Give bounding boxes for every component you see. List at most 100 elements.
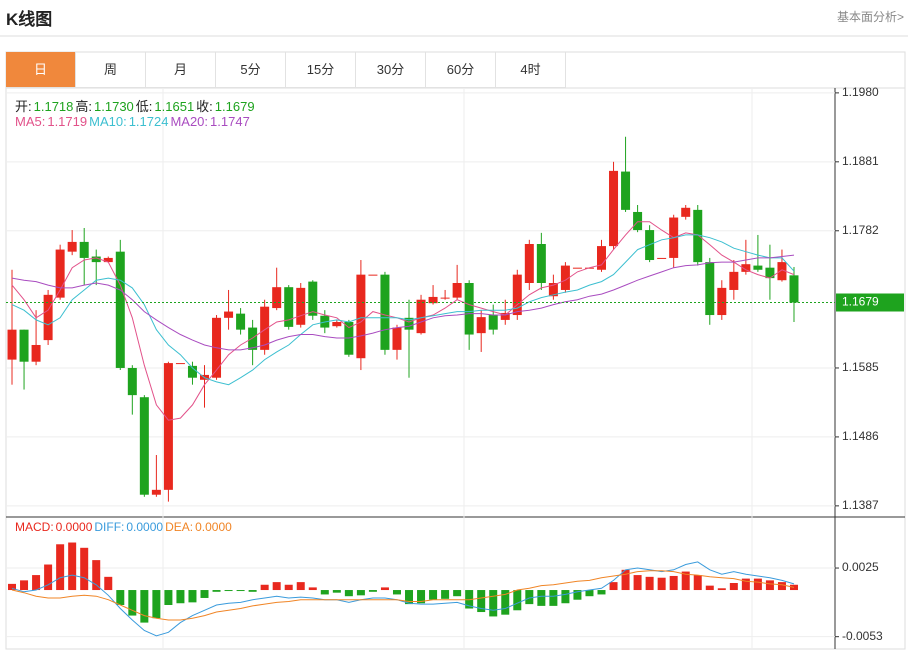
candle-body: [55, 249, 65, 298]
page-title: K线图: [6, 10, 53, 29]
legend-name: MA20:: [170, 114, 209, 129]
macd-bar: [272, 582, 281, 591]
panel-border: [5, 51, 906, 650]
candle-body: [163, 363, 173, 490]
macd-bar: [621, 569, 630, 591]
macd-bar: [356, 590, 365, 596]
macd-bar: [284, 584, 293, 591]
legend-value: 0.0000: [126, 520, 164, 534]
candle-body: [103, 257, 113, 263]
macd-bar: [140, 590, 149, 623]
ohlc-info: 开: 1.1718 高: 1.1730 低: 1.1651 收: 1.1679: [15, 96, 257, 115]
macd-bar: [92, 560, 101, 591]
macd-bar: [224, 590, 233, 592]
macd-bar: [176, 590, 185, 604]
macd-bar: [741, 578, 750, 591]
fundamental-link[interactable]: 基本面分析>: [836, 10, 904, 24]
candle-body: [705, 262, 715, 316]
tab[interactable]: 30分: [356, 52, 426, 88]
candle-body: [115, 251, 125, 368]
macd-bar: [308, 587, 317, 591]
macd-bar: [765, 580, 774, 591]
info-value: 1.1718: [33, 99, 74, 114]
ma-line: [11, 234, 795, 386]
candle-body: [416, 299, 426, 334]
macd-bar: [8, 583, 17, 591]
candle-body: [560, 265, 570, 290]
candle-body: [260, 306, 270, 350]
macd-bar: [116, 590, 125, 605]
candle-body: [548, 283, 558, 297]
candle-body: [476, 317, 486, 334]
candle-body: [500, 312, 510, 320]
macd-bar: [717, 588, 726, 591]
info-value: 1.1651: [154, 99, 195, 114]
candle-body: [717, 287, 727, 316]
legend-value: 0.0000: [55, 520, 93, 534]
macd-line: [11, 570, 795, 621]
y-tick-label: 1.1486: [842, 429, 879, 443]
candle-body: [404, 317, 414, 330]
y-tick-label: -0.0053: [842, 629, 883, 643]
candle-body: [356, 274, 366, 359]
legend-value: 1.1747: [210, 114, 250, 129]
macd-bar: [20, 580, 29, 591]
y-tick-label: 1.1585: [842, 360, 879, 374]
candle-body: [765, 267, 775, 279]
tab[interactable]: 日: [6, 52, 76, 88]
info-value: 1.1679: [214, 99, 255, 114]
ma-legend: MA5: 1.1719 MA10: 1.1724 MA20: 1.1747: [15, 114, 252, 129]
candle-body: [175, 363, 185, 365]
info-value: 1.1730: [94, 99, 134, 114]
candle-body: [681, 207, 691, 217]
candle-body: [7, 329, 17, 360]
info-label: 低:: [135, 99, 153, 114]
macd-bar: [248, 590, 257, 592]
tab[interactable]: 5分: [216, 52, 286, 88]
macd-bar: [236, 590, 245, 592]
macd-bar: [573, 590, 582, 600]
macd-bar: [657, 577, 666, 591]
legend-value: 1.1719: [47, 114, 88, 129]
legend-value: 0.0000: [195, 520, 232, 534]
macd-bar: [549, 590, 558, 606]
macd-bar: [705, 585, 714, 591]
candle-body: [368, 274, 378, 276]
macd-bar: [477, 590, 486, 613]
macd-bar: [68, 542, 77, 591]
macd-bar: [585, 590, 594, 597]
candle-body: [332, 322, 342, 327]
candle-body: [236, 313, 246, 330]
macd-bar: [645, 576, 654, 591]
tab[interactable]: 4时: [496, 52, 566, 88]
y-tick-label: 1.1782: [842, 223, 879, 237]
macd-bar: [597, 590, 606, 595]
macd-bar: [188, 590, 197, 603]
legend-value: 1.1724: [128, 114, 169, 129]
y-tick-label: 0.0025: [842, 560, 879, 574]
macd-bar: [609, 582, 618, 591]
candle-body: [657, 257, 667, 259]
tab[interactable]: 周: [76, 52, 146, 88]
candle-body: [392, 327, 402, 350]
macd-bar: [80, 547, 89, 591]
last-price-label: 1.1679: [842, 295, 879, 309]
legend-name: MA5:: [15, 114, 46, 129]
tab[interactable]: 15分: [286, 52, 356, 88]
macd-bar: [44, 564, 53, 591]
candle-body: [488, 315, 498, 330]
candle-body: [19, 329, 29, 362]
tab[interactable]: 60分: [426, 52, 496, 88]
macd-bar: [260, 584, 269, 591]
ma-line: [11, 221, 795, 421]
candle-body: [789, 275, 799, 303]
tab[interactable]: 月: [146, 52, 216, 88]
candle-body: [536, 244, 546, 283]
macd-bar: [501, 590, 510, 615]
candle-body: [428, 296, 438, 304]
macd-bar: [405, 590, 414, 605]
macd-bar: [344, 590, 353, 597]
candle-body: [308, 281, 318, 316]
macd-bar: [152, 590, 161, 619]
